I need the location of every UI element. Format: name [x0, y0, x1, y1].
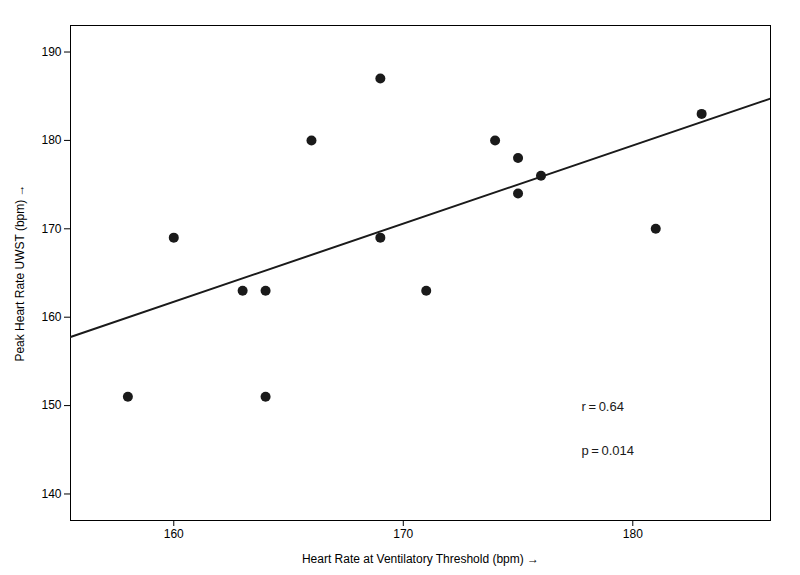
- svg-text:150: 150: [41, 398, 61, 412]
- svg-text:Heart Rate at Ventilatory Thre: Heart Rate at Ventilatory Threshold (bpm…: [302, 552, 539, 566]
- svg-text:p = 0.014: p = 0.014: [582, 443, 635, 458]
- svg-text:Peak Heart Rate UWST (bpm) →: Peak Heart Rate UWST (bpm) →: [13, 184, 27, 361]
- svg-text:180: 180: [41, 133, 61, 147]
- svg-text:190: 190: [41, 45, 61, 59]
- svg-text:140: 140: [41, 487, 61, 501]
- svg-text:170: 170: [41, 222, 61, 236]
- svg-text:r = 0.64: r = 0.64: [582, 399, 624, 414]
- svg-text:170: 170: [393, 527, 413, 541]
- svg-text:160: 160: [41, 310, 61, 324]
- svg-text:180: 180: [623, 527, 643, 541]
- svg-text:160: 160: [164, 527, 184, 541]
